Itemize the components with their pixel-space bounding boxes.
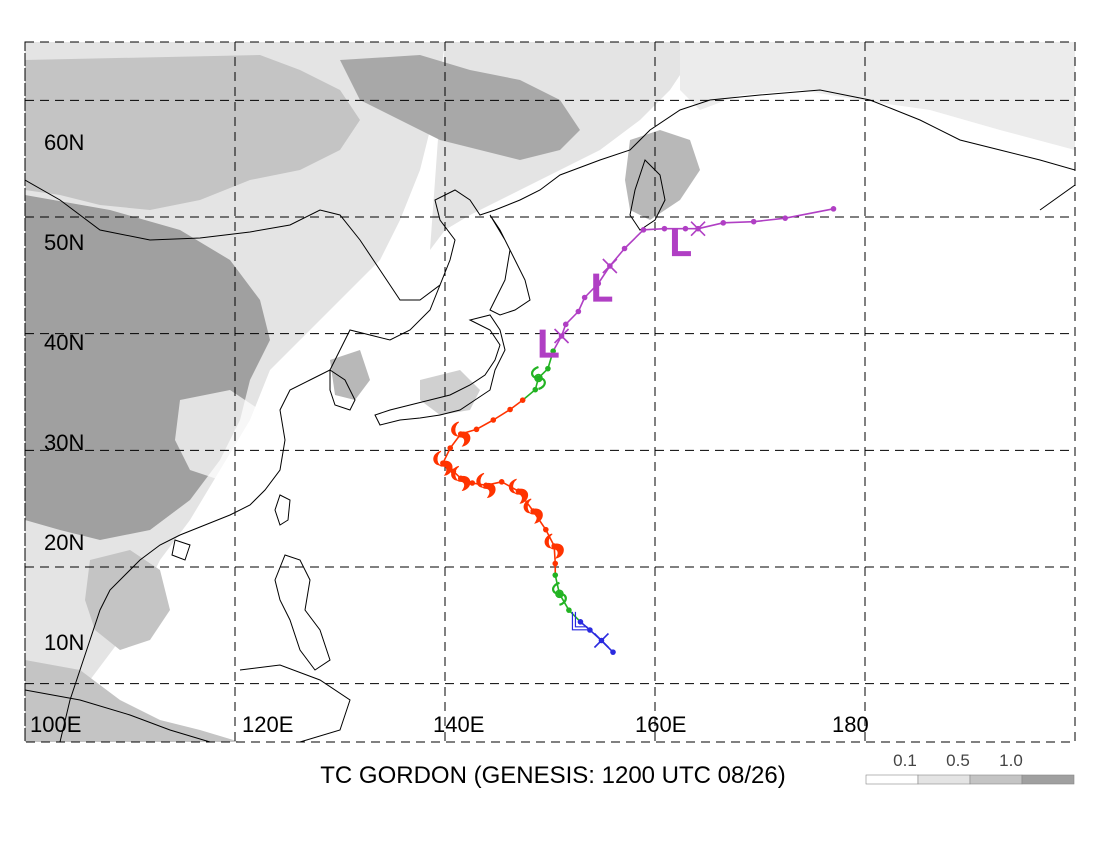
- legend-swatch: [1021, 774, 1075, 785]
- track-point: [507, 406, 513, 413]
- lon-label-120e: 120E: [242, 712, 293, 737]
- track-point: [543, 526, 549, 533]
- terrain-shading: [25, 42, 1075, 742]
- track-point: [640, 227, 647, 233]
- track-point: [610, 649, 616, 655]
- track-point: [782, 215, 788, 221]
- track-segment: [623, 229, 645, 250]
- lat-label-50n: 50N: [44, 230, 84, 255]
- lon-label-140e: 140E: [433, 712, 484, 737]
- storm-eye: [534, 373, 543, 383]
- lon-label-180: 180: [832, 712, 869, 737]
- shading-legend: 0.1 0.5 1.0: [865, 751, 1075, 785]
- track-point: [682, 225, 689, 232]
- lon-label-160e: 160E: [635, 712, 686, 737]
- track-segment: [565, 310, 579, 325]
- track-point: [447, 445, 454, 451]
- track-point: [566, 607, 572, 613]
- track-point: [532, 386, 539, 393]
- typhoon-symbol: [544, 533, 564, 559]
- extratropical-low-marker: [593, 273, 613, 302]
- longitude-labels: 100E 120E 140E 160E 180: [30, 712, 869, 737]
- map-frame: [24, 41, 1076, 743]
- track-point: [577, 619, 584, 625]
- legend-swatch: [917, 774, 971, 785]
- track-point: [621, 245, 628, 252]
- track-point: [661, 225, 668, 232]
- track-segment: [442, 447, 451, 464]
- track-point: [519, 397, 526, 403]
- latitude-labels: 10N 20N 30N 40N 50N 60N: [44, 130, 84, 655]
- lon-label-100e: 100E: [30, 712, 81, 737]
- legend-swatch: [865, 774, 919, 785]
- lat-label-60n: 60N: [44, 130, 84, 155]
- track-point: [469, 480, 476, 486]
- lat-label-20n: 20N: [44, 530, 84, 555]
- track-point: [581, 294, 588, 301]
- x-marker: [553, 328, 570, 344]
- typhoon-symbol: [476, 472, 496, 499]
- track-point: [587, 627, 593, 633]
- lat-label-10n: 10N: [44, 630, 84, 655]
- typhoon-symbol: [508, 478, 529, 504]
- storm-eye: [555, 589, 564, 599]
- track-point: [750, 218, 757, 225]
- track-point: [473, 426, 480, 433]
- track-point: [830, 206, 837, 212]
- legend-label-0-1: 0.1: [893, 751, 917, 770]
- track-segment: [753, 217, 786, 223]
- map-caption: TC GORDON (GENESIS: 1200 UTC 08/26): [320, 762, 785, 789]
- track-segment: [492, 408, 511, 421]
- lat-label-30n: 30N: [44, 430, 84, 455]
- typhoon-symbol: [433, 450, 453, 476]
- track-point: [552, 560, 559, 567]
- track-point: [720, 220, 727, 226]
- track-segment: [476, 419, 494, 431]
- extratropical-low-marker: [671, 228, 691, 257]
- legend-label-0-5: 0.5: [946, 751, 970, 770]
- extratropical-low-marker: [539, 329, 559, 358]
- typhoon-symbol: [523, 498, 543, 524]
- x-marker: [593, 632, 610, 649]
- legend-swatch: [969, 774, 1023, 785]
- track-point: [550, 348, 556, 354]
- x-marker: [690, 221, 706, 237]
- track-point: [490, 417, 497, 423]
- track-segment: [643, 227, 665, 231]
- track-point: [552, 572, 559, 578]
- storm-track: [433, 206, 837, 655]
- track-segment: [785, 208, 834, 219]
- x-marker: [602, 258, 618, 274]
- track-segment: [545, 529, 555, 547]
- typhoon-symbol: [451, 421, 471, 447]
- track-segment: [723, 220, 754, 224]
- legend-label-1-0: 1.0: [999, 751, 1023, 770]
- track-point: [545, 365, 551, 372]
- tropical-storm-symbol: [530, 365, 546, 391]
- track-point: [575, 308, 582, 315]
- track-point: [498, 479, 505, 485]
- tropical-storm-symbol: [551, 581, 567, 606]
- lat-label-40n: 40N: [44, 330, 84, 355]
- low-marker: [571, 611, 588, 631]
- track-point: [562, 321, 569, 328]
- track-segment: [697, 222, 724, 230]
- typhoon-symbol: [451, 465, 471, 492]
